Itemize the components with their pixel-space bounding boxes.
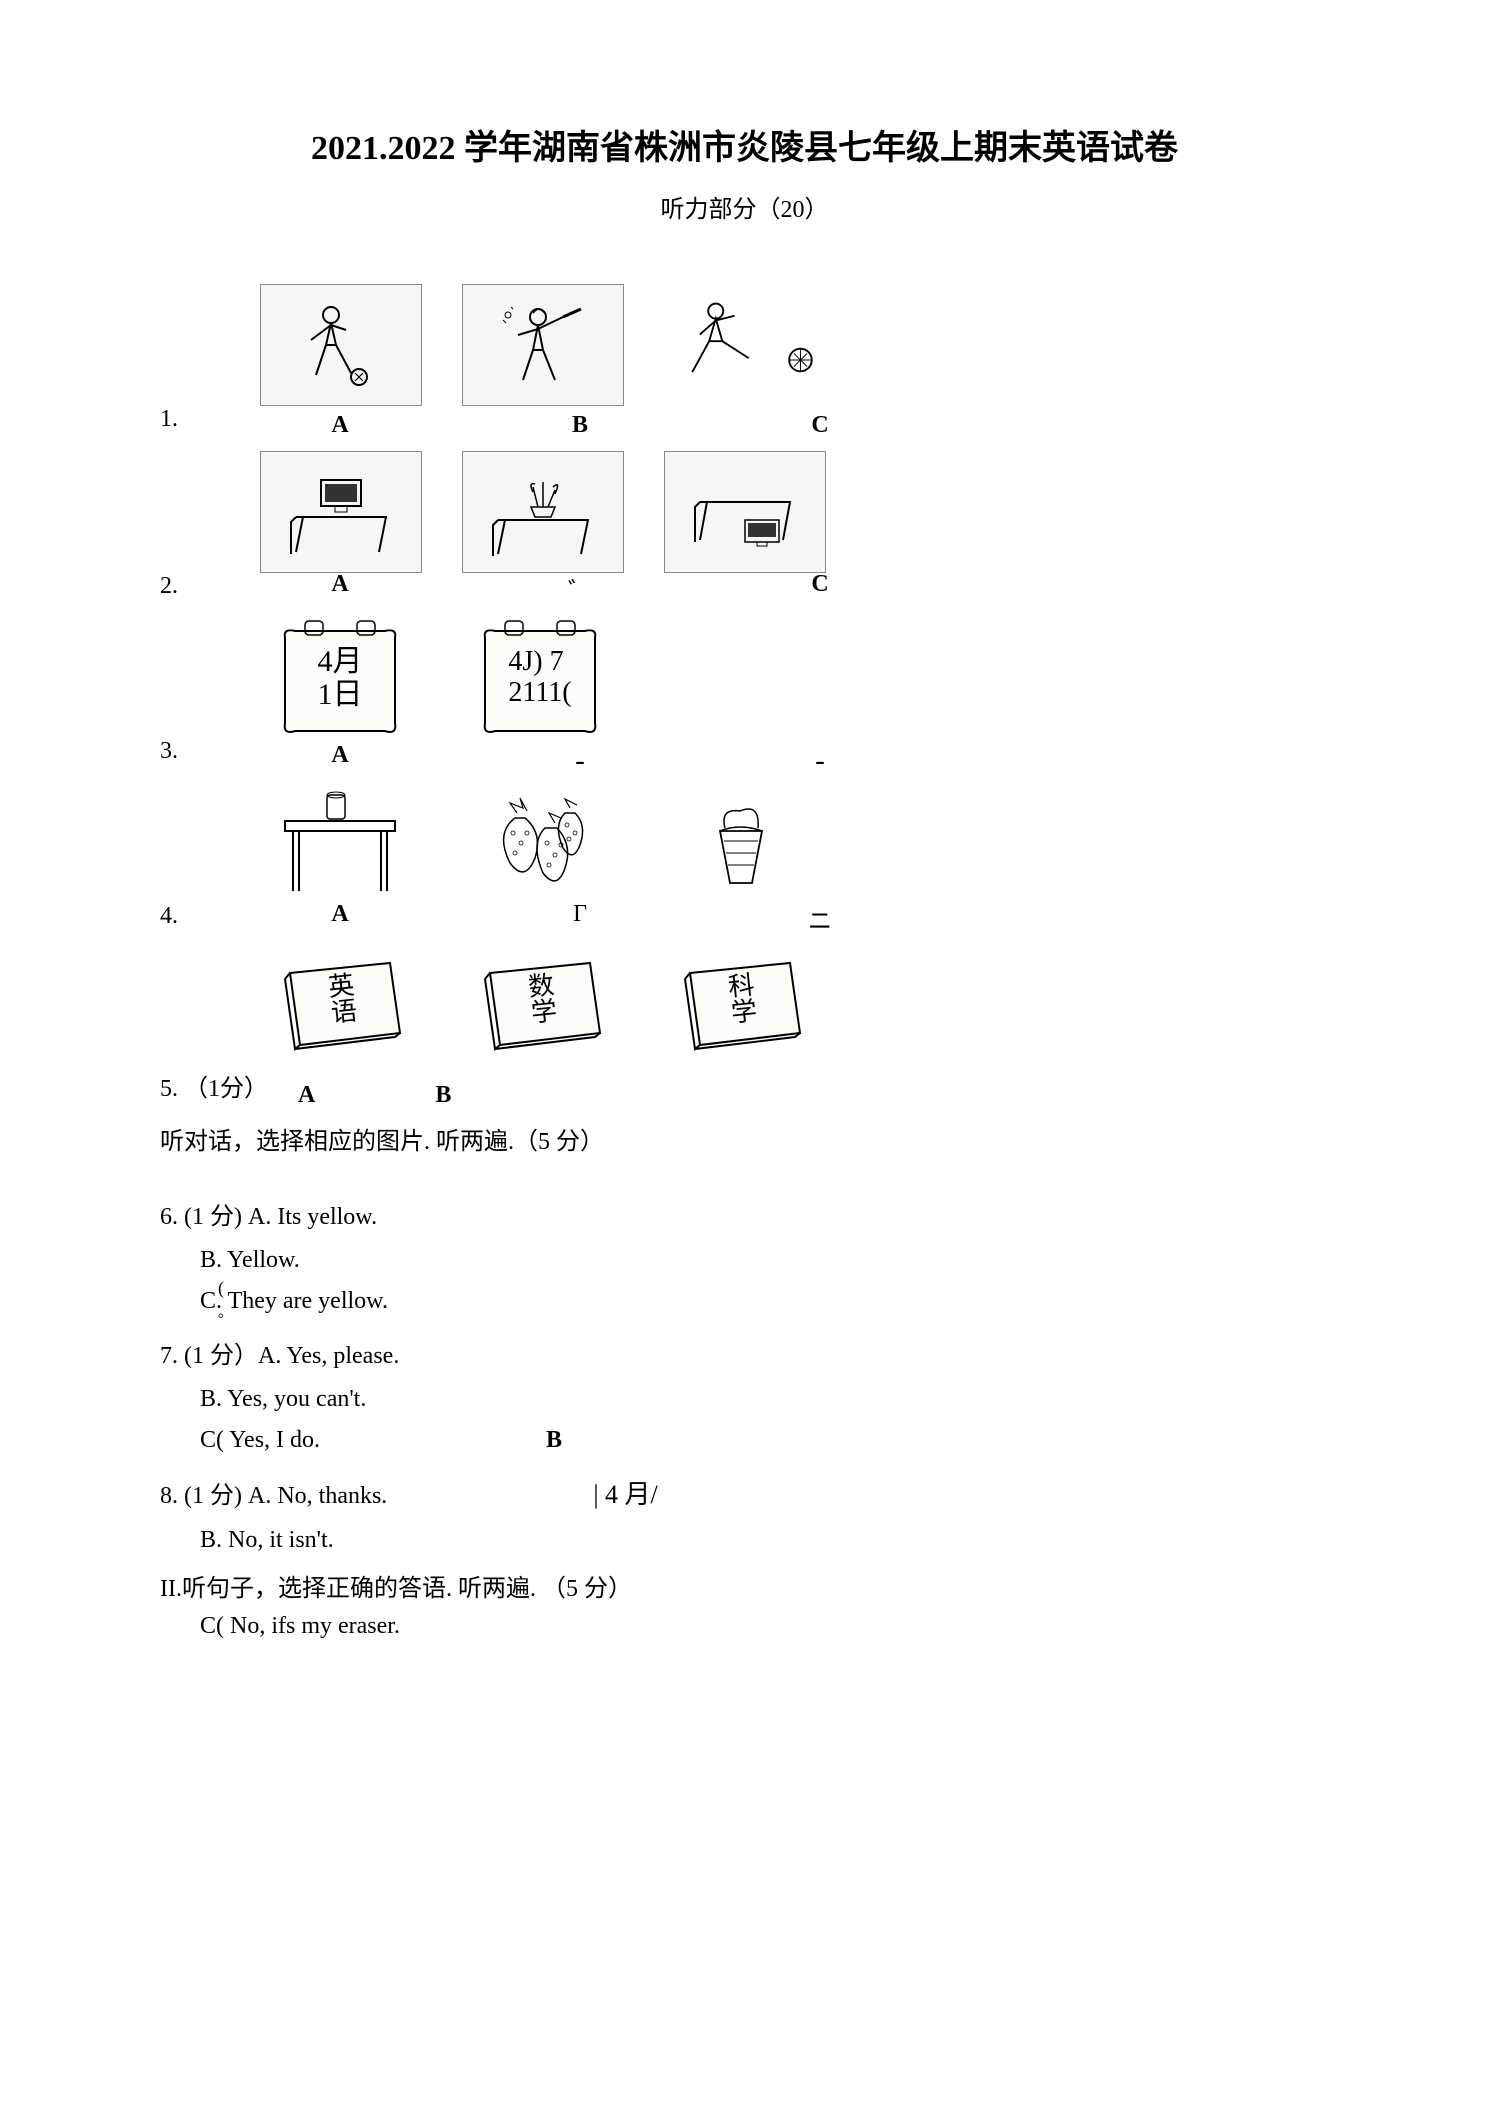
q7-float-b: B xyxy=(546,1427,562,1454)
q6-c-paren-top: ( xyxy=(218,1278,224,1299)
exam-page: 2021.2022 学年湖南省株洲市炎陵县七年级上期末英语试卷 听力部分（20） xyxy=(0,0,1489,2112)
q1-number: 1. xyxy=(160,406,260,439)
q4-letter-b: Г xyxy=(500,901,660,936)
q3-img-b: 4J) 7 2111( xyxy=(460,618,620,738)
q5-row: 5. （1分） A B xyxy=(160,1068,1329,1109)
q1-images xyxy=(260,284,1329,406)
q1-letter-a: A xyxy=(260,412,420,439)
q7-c-text: C( Yes, I do. xyxy=(200,1427,320,1453)
q5-book-a-label: 英语 xyxy=(319,970,361,1026)
soccer-dribble-icon xyxy=(281,295,401,395)
q3-number: 3. xyxy=(160,738,260,771)
q6-c-paren-bot: 。 xyxy=(218,1302,232,1322)
q2-img-a xyxy=(260,451,422,573)
q4-images xyxy=(260,783,1329,903)
instruction-1: 听对话，选择相应的图片. 听两遍.（5 分） xyxy=(160,1121,1329,1156)
q5-number: 5. （1分） xyxy=(160,1068,268,1109)
q4-row: 4. A Г ニ xyxy=(160,903,1329,936)
q4-number: 4. xyxy=(160,903,260,936)
soccer-kick-icon xyxy=(664,289,824,399)
q6-opt-b: B. Yellow. xyxy=(200,1247,1329,1274)
strawberries-icon xyxy=(465,783,615,903)
q3-a-line1: 4月 xyxy=(318,645,363,678)
q5-num-text: 5. xyxy=(160,1076,178,1102)
q5-book-c-label: 科学 xyxy=(719,970,761,1026)
q3-letter-b: ـ xyxy=(500,742,660,771)
q4-img-a xyxy=(260,783,420,903)
q2-img-b xyxy=(462,451,624,573)
q5-img-a: 英语 xyxy=(260,948,420,1068)
q8-float-right: | 4 月/ xyxy=(593,1474,657,1511)
q3-letter-a: A xyxy=(260,742,420,771)
desk-plant-icon xyxy=(483,462,603,562)
q1-letter-b: B xyxy=(500,412,660,439)
q1-row: 1. A B C xyxy=(160,406,1329,439)
q7-line: 7. (1 分）A. Yes, please. xyxy=(160,1335,1329,1370)
q3-img-a: 4月 1日 xyxy=(260,618,420,738)
q5-images: 英语 数学 科学 xyxy=(260,948,1329,1068)
q8-opt-b: B. No, it isn't. xyxy=(200,1527,1329,1554)
q5-book-b-label: 数学 xyxy=(519,970,561,1026)
q3-letter-c: ـ xyxy=(740,742,900,771)
q2-letter-c: C xyxy=(740,571,900,606)
q8-line: 8. (1 分) A. No, thanks. | 4 月/ xyxy=(160,1474,1329,1511)
q5-img-b: 数学 xyxy=(460,948,620,1068)
q5-letter-a: A xyxy=(298,1082,315,1109)
q2-letter-b: ゛ xyxy=(500,571,660,606)
q4-letter-c: ニ xyxy=(740,901,900,936)
q2-number: 2. xyxy=(160,573,260,606)
desk-computer-on-icon xyxy=(281,462,401,562)
page-subtitle: 听力部分（20） xyxy=(160,189,1329,224)
desk-computer-under-icon xyxy=(685,462,805,562)
q4-img-b xyxy=(460,783,620,903)
q7-opt-b: B. Yes, you can't. xyxy=(200,1386,1329,1413)
q3-b-line1: 4J) 7 xyxy=(508,647,571,678)
q5-points: （1分） xyxy=(184,1076,268,1102)
q3-b-line2: 2111( xyxy=(508,678,571,709)
q1-img-b xyxy=(462,284,624,406)
q2-images xyxy=(260,451,1329,573)
q6-opt-c: ( 。 C. They are yellow. xyxy=(200,1288,1329,1315)
q1-img-a xyxy=(260,284,422,406)
q4-letter-a: A xyxy=(260,901,420,936)
q3-img-c xyxy=(660,618,820,738)
q2-row: 2. A ゛ C xyxy=(160,573,1329,606)
q3-images: 4月 1日 4J) 7 2111( xyxy=(260,618,1329,738)
q2-letter-a: A xyxy=(260,571,420,606)
q1-img-c xyxy=(664,284,824,404)
instruction-2: II.听句子，选择正确的答语. 听两遍. （5 分） xyxy=(160,1568,1329,1603)
q1-letter-c: C xyxy=(740,412,900,439)
baseball-batter-icon xyxy=(483,295,603,395)
q3-a-line2: 1日 xyxy=(318,678,363,711)
page-title: 2021.2022 学年湖南省株洲市炎陵县七年级上期末英语试卷 xyxy=(160,120,1329,169)
q5-letter-b: B xyxy=(435,1082,451,1109)
table-cup-icon xyxy=(265,783,415,903)
q4-img-c xyxy=(660,783,820,903)
q2-img-c xyxy=(664,451,826,573)
q8-line-text: 8. (1 分) A. No, thanks. xyxy=(160,1483,387,1509)
q7-opt-c: C( Yes, I do. B xyxy=(200,1427,1329,1454)
q8-opt-c: C( No, ifs my eraser. xyxy=(200,1613,1329,1640)
q5-img-c: 科学 xyxy=(660,948,820,1068)
ice-cream-icon xyxy=(680,783,800,903)
q6-line: 6. (1 分) A. Its yellow. xyxy=(160,1196,1329,1231)
